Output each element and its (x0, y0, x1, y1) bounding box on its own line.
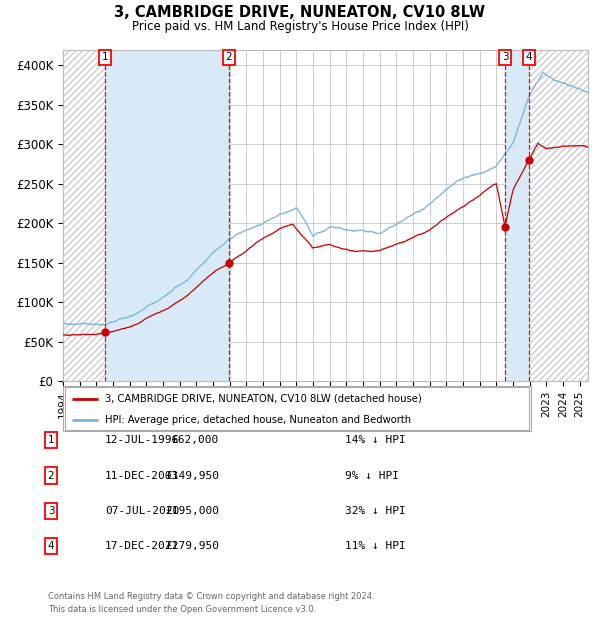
Text: 1: 1 (102, 52, 109, 63)
Text: 11-DEC-2003: 11-DEC-2003 (105, 471, 179, 480)
FancyBboxPatch shape (65, 387, 529, 430)
Text: £279,950: £279,950 (165, 541, 219, 551)
Text: 1: 1 (47, 435, 55, 445)
Text: 11% ↓ HPI: 11% ↓ HPI (345, 541, 406, 551)
Text: 12-JUL-1996: 12-JUL-1996 (105, 435, 179, 445)
Text: 2: 2 (226, 52, 232, 63)
Text: 4: 4 (526, 52, 532, 63)
Text: Contains HM Land Registry data © Crown copyright and database right 2024.: Contains HM Land Registry data © Crown c… (48, 592, 374, 601)
Text: This data is licensed under the Open Government Licence v3.0.: This data is licensed under the Open Gov… (48, 604, 316, 614)
Text: Price paid vs. HM Land Registry's House Price Index (HPI): Price paid vs. HM Land Registry's House … (131, 20, 469, 33)
Text: 17-DEC-2021: 17-DEC-2021 (105, 541, 179, 551)
Text: £195,000: £195,000 (165, 506, 219, 516)
Text: 3: 3 (47, 506, 55, 516)
Text: £62,000: £62,000 (172, 435, 219, 445)
Bar (106, 50, 229, 381)
Text: 3, CAMBRIDGE DRIVE, NUNEATON, CV10 8LW (detached house): 3, CAMBRIDGE DRIVE, NUNEATON, CV10 8LW (… (105, 394, 422, 404)
Text: HPI: Average price, detached house, Nuneaton and Bedworth: HPI: Average price, detached house, Nune… (105, 415, 411, 425)
Text: 2: 2 (47, 471, 55, 480)
Text: 32% ↓ HPI: 32% ↓ HPI (345, 506, 406, 516)
Text: 9% ↓ HPI: 9% ↓ HPI (345, 471, 399, 480)
Text: 14% ↓ HPI: 14% ↓ HPI (345, 435, 406, 445)
Text: 3, CAMBRIDGE DRIVE, NUNEATON, CV10 8LW: 3, CAMBRIDGE DRIVE, NUNEATON, CV10 8LW (115, 5, 485, 20)
Text: 3: 3 (502, 52, 508, 63)
Text: £149,950: £149,950 (165, 471, 219, 480)
Bar (505, 50, 529, 381)
Text: 4: 4 (47, 541, 55, 551)
Text: 07-JUL-2020: 07-JUL-2020 (105, 506, 179, 516)
